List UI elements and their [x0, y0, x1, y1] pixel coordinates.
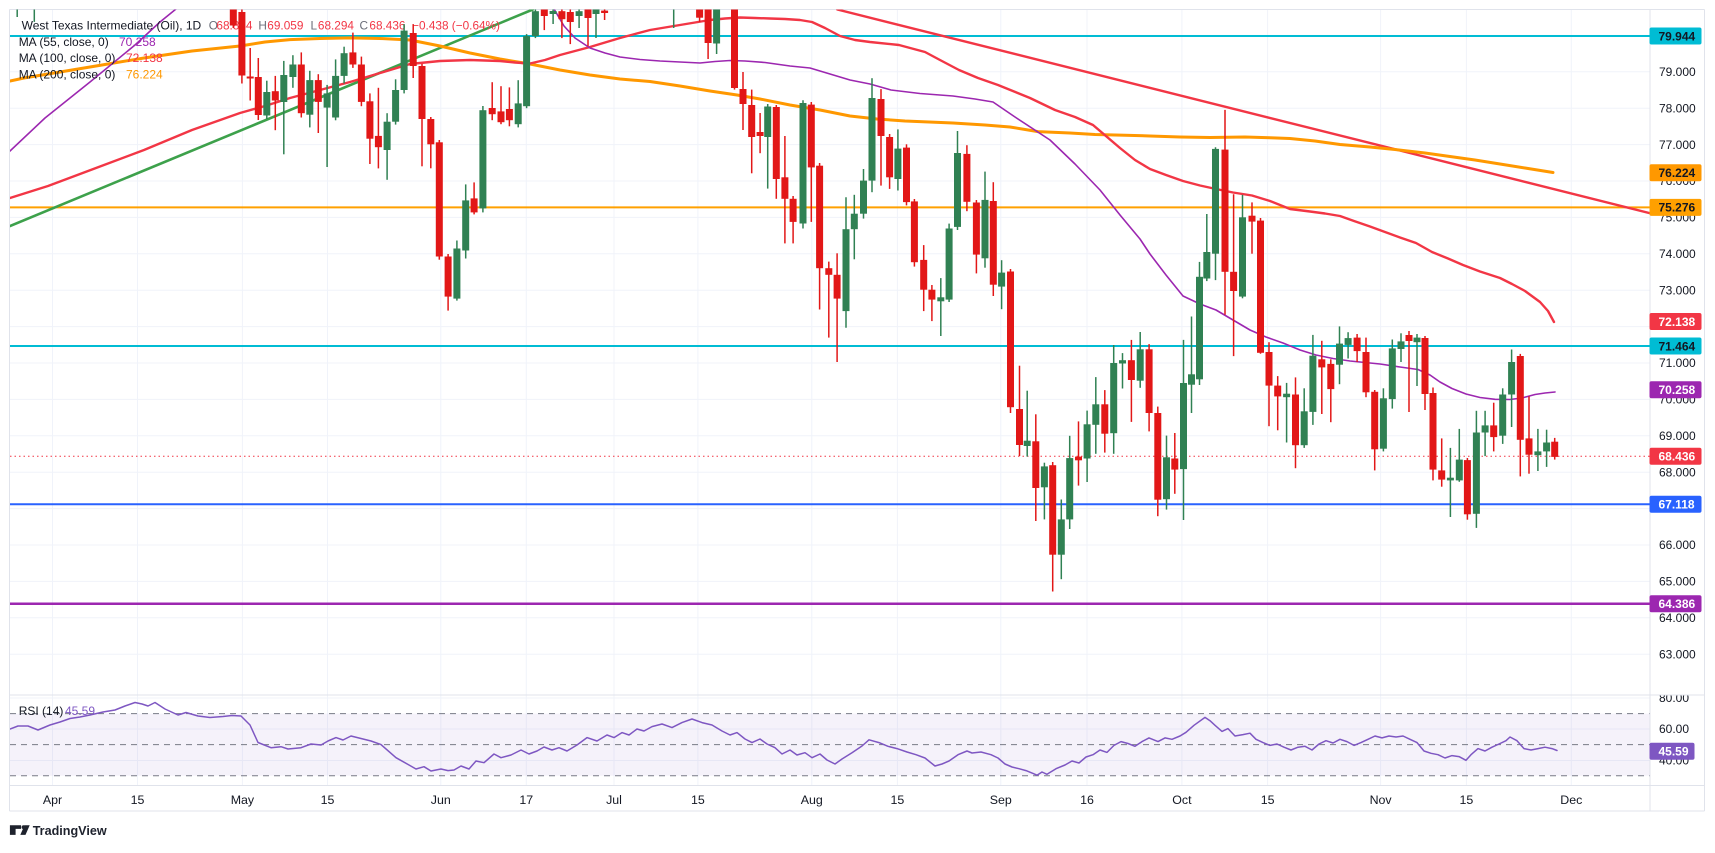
svg-text:Jun: Jun [431, 793, 451, 807]
svg-text:16: 16 [1080, 793, 1094, 807]
svg-text:71.464: 71.464 [1659, 339, 1696, 353]
svg-text:O: O [209, 19, 218, 33]
svg-text:77.000: 77.000 [1659, 138, 1696, 152]
svg-text:H: H [258, 19, 267, 33]
svg-text:69.059: 69.059 [267, 19, 303, 33]
svg-text:73.000: 73.000 [1659, 283, 1696, 297]
svg-text:75.276: 75.276 [1659, 201, 1696, 215]
svg-text:MA (55, close, 0): MA (55, close, 0) [19, 35, 109, 49]
svg-text:68.436: 68.436 [1659, 450, 1696, 464]
svg-text:76.224: 76.224 [126, 68, 163, 82]
svg-text:64.386: 64.386 [1659, 597, 1696, 611]
svg-text:45.59: 45.59 [1659, 745, 1689, 759]
svg-text:RSI (14): RSI (14) [19, 704, 64, 718]
svg-text:15: 15 [1460, 793, 1474, 807]
svg-text:72.138: 72.138 [1659, 315, 1696, 329]
svg-text:MA (200, close, 0): MA (200, close, 0) [19, 68, 116, 82]
svg-text:Apr: Apr [43, 793, 62, 807]
svg-text:17: 17 [519, 793, 533, 807]
svg-text:63.000: 63.000 [1659, 647, 1696, 661]
svg-text:68.294: 68.294 [318, 19, 355, 33]
svg-text:76.224: 76.224 [1659, 166, 1696, 180]
svg-text:15: 15 [1261, 793, 1275, 807]
svg-text:79.944: 79.944 [1659, 29, 1696, 43]
svg-text:May: May [231, 793, 255, 807]
svg-text:Nov: Nov [1370, 793, 1393, 807]
svg-text:45.59: 45.59 [65, 704, 95, 718]
svg-text:C: C [360, 19, 369, 33]
svg-text:69.000: 69.000 [1659, 429, 1696, 443]
svg-text:71.000: 71.000 [1659, 356, 1696, 370]
svg-text:Dec: Dec [1560, 793, 1582, 807]
svg-text:TradingView: TradingView [33, 824, 107, 838]
svg-text:Oct: Oct [1172, 793, 1192, 807]
svg-text:Sep: Sep [990, 793, 1012, 807]
svg-text:70.258: 70.258 [1659, 383, 1696, 397]
svg-text:66.000: 66.000 [1659, 538, 1696, 552]
svg-text:80.00: 80.00 [1659, 691, 1689, 705]
svg-text:67.118: 67.118 [1659, 498, 1695, 512]
svg-text:MA (100, close, 0): MA (100, close, 0) [19, 51, 116, 65]
svg-text:64.000: 64.000 [1659, 611, 1696, 625]
svg-text:68.000: 68.000 [1659, 465, 1696, 479]
svg-text:70.258: 70.258 [119, 35, 156, 49]
svg-text:15: 15 [131, 793, 145, 807]
svg-text:15: 15 [691, 793, 705, 807]
svg-text:79.000: 79.000 [1659, 65, 1696, 79]
svg-text:West Texas Intermediate (Oil),: West Texas Intermediate (Oil), 1D [22, 19, 202, 33]
svg-text:−0.438 (−0.64%): −0.438 (−0.64%) [412, 19, 500, 33]
svg-text:74.000: 74.000 [1659, 247, 1696, 261]
svg-text:72.138: 72.138 [126, 51, 163, 65]
svg-text:78.000: 78.000 [1659, 101, 1696, 115]
svg-text:L: L [311, 19, 318, 33]
svg-text:Jul: Jul [606, 793, 622, 807]
svg-text:60.00: 60.00 [1659, 722, 1689, 736]
svg-text:15: 15 [891, 793, 905, 807]
svg-text:15: 15 [321, 793, 335, 807]
svg-text:65.000: 65.000 [1659, 575, 1696, 589]
svg-text:68.436: 68.436 [369, 19, 406, 33]
svg-text:Aug: Aug [801, 793, 823, 807]
